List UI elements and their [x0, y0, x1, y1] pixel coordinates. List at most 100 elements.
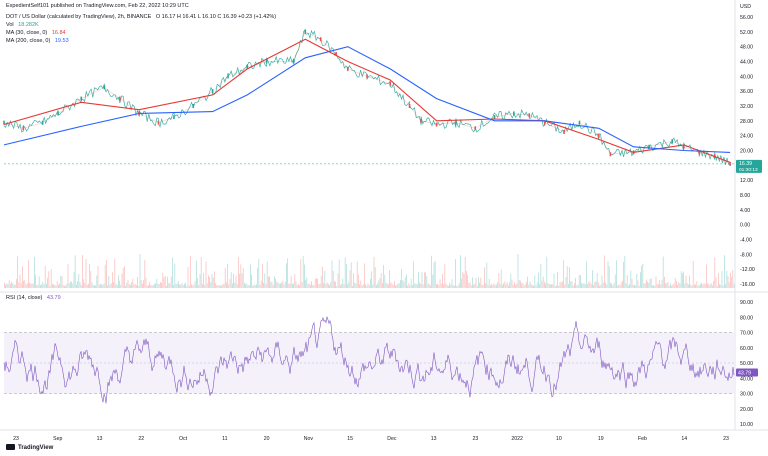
volume-bar	[342, 278, 344, 288]
volume-bar	[496, 284, 497, 288]
volume-bar	[619, 285, 621, 288]
volume-bar	[67, 264, 69, 288]
volume-bar	[287, 258, 288, 288]
volume-bar	[636, 274, 638, 288]
volume-bar	[548, 283, 550, 288]
volume-bar	[366, 285, 368, 288]
volume-bar	[350, 262, 352, 288]
volume-bar	[458, 283, 460, 288]
volume-bar	[235, 275, 237, 288]
volume-bar	[76, 284, 77, 288]
volume-bar	[64, 285, 65, 288]
volume-bar	[155, 283, 156, 288]
volume-bar	[206, 283, 208, 288]
volume-bar	[97, 265, 99, 288]
volume-bar	[359, 284, 360, 288]
volume-bar	[662, 256, 664, 288]
volume-bar	[397, 283, 399, 288]
volume-bar	[403, 281, 405, 288]
volume-bar	[716, 285, 718, 288]
volume-bar	[503, 283, 504, 288]
price-point	[304, 29, 307, 34]
volume-bar	[301, 282, 303, 288]
price-point	[366, 74, 368, 79]
volume-bar	[535, 285, 537, 288]
volume-bar	[587, 284, 588, 288]
volume-bar	[419, 282, 420, 288]
volume-bar	[122, 267, 124, 288]
volume-bar	[712, 285, 713, 288]
price-point	[729, 161, 731, 166]
volume-bar	[658, 284, 659, 288]
volume-bar	[718, 273, 719, 288]
volume-bar	[628, 285, 629, 288]
volume-bar	[472, 277, 473, 288]
volume-bar	[710, 283, 712, 288]
volume-bar	[49, 285, 51, 288]
volume-bar	[430, 285, 431, 288]
ma30-line: MA (30, close, 0) 16.84	[6, 29, 276, 37]
price-tick-label: 12.00	[740, 178, 753, 184]
volume-bar	[4, 282, 5, 288]
volume-bar	[631, 278, 633, 288]
volume-bar	[578, 274, 580, 288]
volume-bar	[161, 282, 162, 288]
volume-bar	[570, 281, 572, 288]
volume-bar	[730, 272, 731, 288]
volume-bar	[610, 282, 611, 288]
volume-bar	[236, 284, 238, 288]
volume-bar	[164, 275, 166, 288]
volume-bar	[521, 283, 522, 288]
volume-bar	[660, 284, 662, 288]
volume-bar	[708, 283, 710, 288]
volume-bar	[223, 283, 225, 288]
volume-bar	[34, 256, 35, 288]
volume-bar	[559, 282, 561, 288]
volume-bar	[254, 285, 256, 288]
price-point	[103, 85, 106, 90]
volume-bar	[217, 285, 219, 288]
volume-bar	[509, 282, 510, 288]
volume-bar	[274, 276, 275, 288]
volume-bar	[451, 279, 453, 288]
volume-bar	[469, 282, 471, 288]
volume-bar	[696, 281, 698, 288]
time-tick-label: 23	[473, 436, 479, 442]
volume-bar	[362, 284, 364, 288]
volume-bar	[666, 283, 668, 288]
tradingview-brand: TradingView	[18, 445, 54, 451]
volume-bar	[230, 272, 232, 288]
volume-bar	[270, 281, 272, 288]
volume-bar	[550, 284, 551, 288]
volume-bar	[461, 278, 462, 288]
volume-bar	[318, 284, 320, 288]
volume-bar	[178, 281, 179, 288]
volume-bar	[518, 280, 520, 288]
price-point	[671, 139, 674, 144]
volume-bar	[145, 277, 147, 288]
volume-bar	[247, 285, 249, 288]
volume-bar	[450, 284, 452, 288]
time-tick-label: Feb	[638, 436, 647, 442]
volume-bar	[181, 283, 183, 288]
volume-bar	[494, 284, 496, 288]
volume-bar	[596, 272, 598, 288]
volume-bar	[616, 260, 617, 288]
volume-bar	[286, 263, 287, 288]
volume-bar	[125, 285, 126, 288]
volume-bar	[476, 285, 478, 288]
rsi-tick-label: 10.00	[740, 422, 753, 428]
price-tick-label: 28.00	[740, 119, 753, 125]
volume-bar	[395, 285, 396, 288]
volume-bar	[305, 279, 306, 288]
volume-bar	[131, 282, 132, 288]
volume-bar	[426, 276, 428, 288]
volume-bar	[71, 281, 72, 288]
volume-bar	[520, 280, 521, 288]
volume-bar	[588, 281, 590, 288]
price-point	[648, 144, 650, 149]
volume-bar	[382, 282, 383, 288]
volume-bar	[569, 267, 570, 288]
volume-bar	[262, 263, 263, 288]
